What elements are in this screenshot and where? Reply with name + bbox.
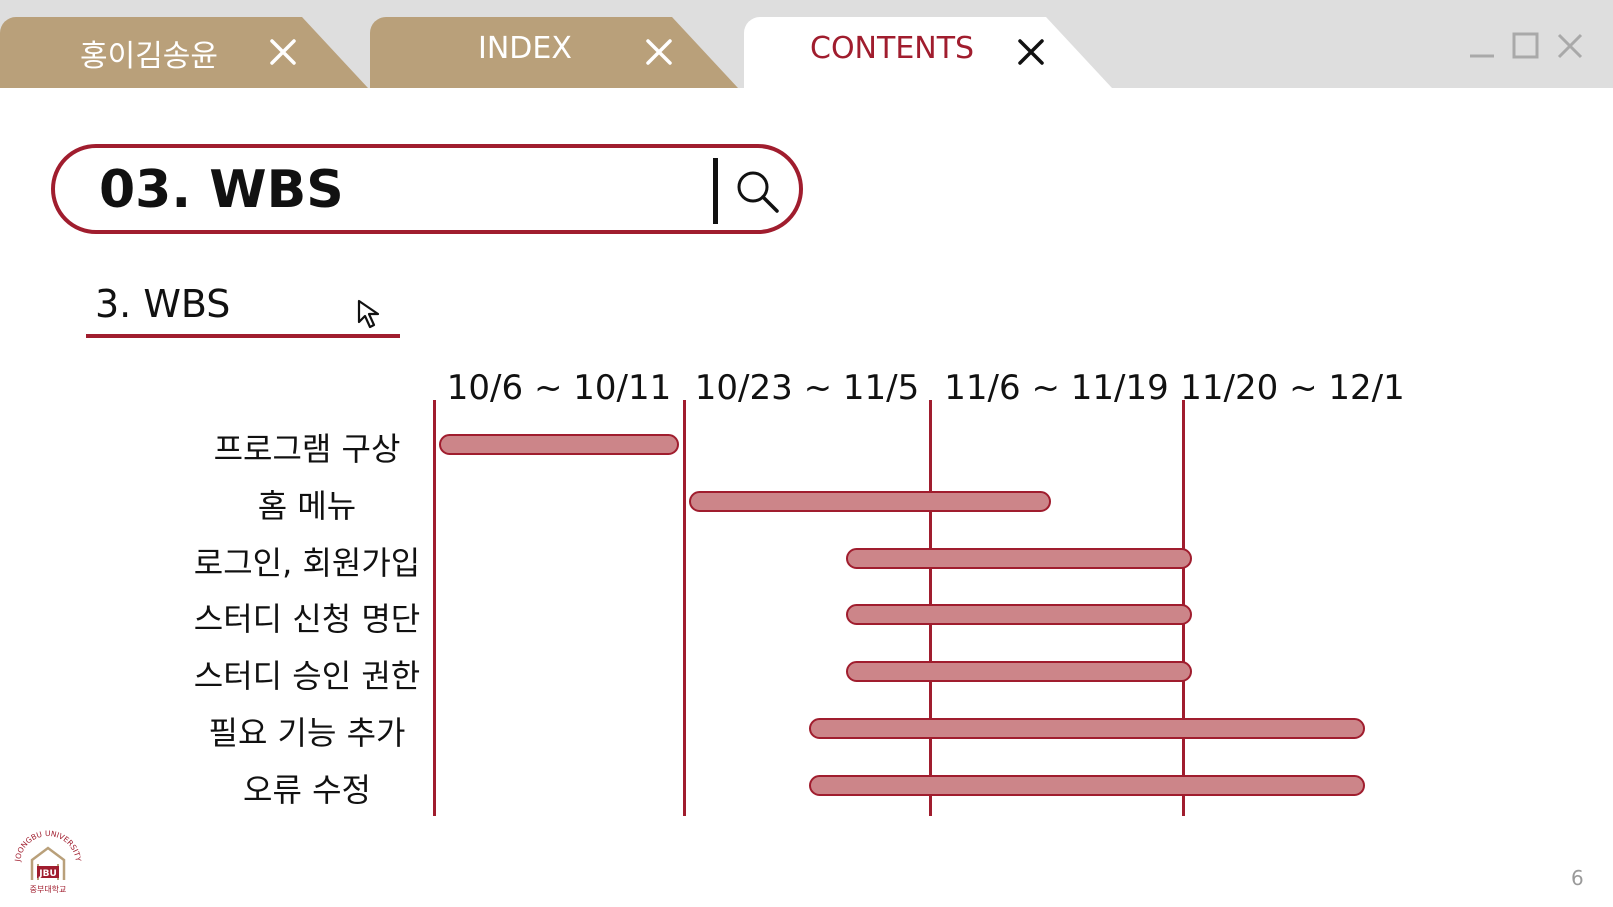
search-icon[interactable] (731, 166, 787, 218)
cursor-icon (357, 299, 380, 329)
minimize-icon[interactable] (1468, 44, 1496, 60)
task-bar (809, 774, 1365, 796)
task-bar (809, 718, 1365, 739)
task-bar (846, 604, 1192, 626)
task-label: 오류 수정 (243, 770, 371, 809)
close-icon[interactable] (1016, 37, 1046, 67)
task-label: 스터디 승인 권한 (193, 657, 421, 696)
period-label: 10/23 ~ 11/5 (694, 368, 920, 408)
task-label: 스터디 신청 명단 (193, 600, 421, 639)
tab-contents-label: CONTENTS (810, 31, 975, 66)
task-bar (439, 434, 679, 455)
period-label: 11/6 ~ 11/19 (944, 368, 1169, 408)
search-box[interactable]: 03. WBS (51, 144, 803, 234)
close-icon[interactable] (644, 37, 674, 67)
task-label: 홈 메뉴 (257, 486, 357, 525)
section-underline (86, 334, 400, 338)
period-divider (433, 400, 436, 816)
task-label: 로그인, 회원가입 (193, 543, 421, 582)
task-label: 프로그램 구상 (213, 430, 401, 468)
svg-text:JOONGBU UNIVERSITY: JOONGBU UNIVERSITY (13, 829, 83, 863)
tab-bar: 홍이김송윤 INDEX CONTENTS (0, 0, 1613, 88)
tab-index-label: INDEX (478, 31, 572, 66)
period-label: 10/6 ~ 10/11 (446, 368, 672, 408)
maximize-icon[interactable] (1512, 32, 1540, 60)
close-icon[interactable] (268, 37, 298, 67)
logo-korean: 중부대학교 (30, 884, 67, 894)
period-label: 11/20 ~ 12/1 (1180, 368, 1405, 408)
task-bar (846, 547, 1192, 569)
section-title: 3. WBS (95, 282, 231, 326)
task-label: 필요 기능 추가 (208, 714, 406, 752)
close-icon[interactable] (1556, 32, 1584, 60)
tab-team-label: 홍이김송윤 (80, 39, 218, 74)
tab-contents[interactable]: CONTENTS (744, 17, 1112, 88)
logo-mark: JBU (38, 869, 57, 879)
logo-text: JOONGBU UNIVERSITY (13, 829, 83, 863)
tab-team[interactable]: 홍이김송윤 (0, 17, 368, 88)
text-caret (713, 158, 718, 224)
task-bar (846, 661, 1192, 683)
task-bar (688, 490, 1052, 512)
search-input[interactable]: 03. WBS (99, 160, 344, 220)
university-logo: JOONGBU UNIVERSITY JBU 중부대학교 (13, 829, 83, 894)
page-number: 6 (1571, 866, 1584, 890)
period-divider (683, 400, 686, 816)
tab-index[interactable]: INDEX (370, 17, 738, 88)
